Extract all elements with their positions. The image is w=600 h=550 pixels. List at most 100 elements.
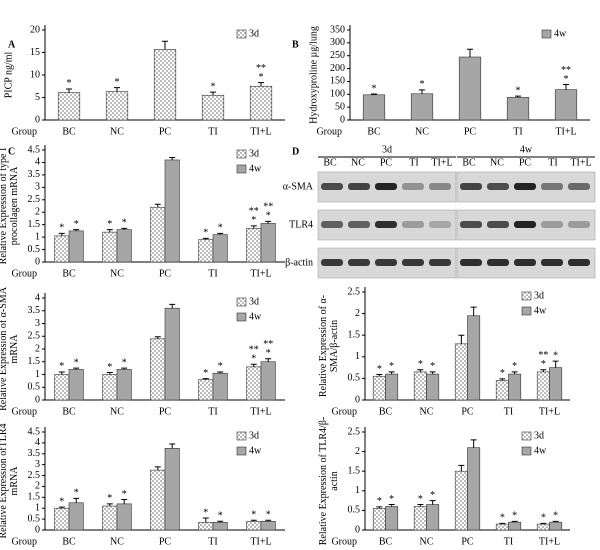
error-bar xyxy=(515,95,521,98)
y-tick-label: 0.5 xyxy=(28,382,41,393)
x-axis-label: Group xyxy=(11,126,37,137)
significance-mark: * xyxy=(500,368,505,379)
significance-mark: * xyxy=(564,74,569,85)
significance-mark: * xyxy=(420,79,425,90)
error-bar xyxy=(202,237,209,240)
blot-band xyxy=(568,259,590,266)
x-tick-label: NC xyxy=(420,406,434,417)
error-bar xyxy=(265,519,272,522)
y-tick-label: 3.5 xyxy=(28,305,41,316)
legend-label: 3d xyxy=(249,28,259,39)
blot-band xyxy=(487,183,509,190)
significance-mark: * xyxy=(266,509,271,520)
x-tick-label: TI+L xyxy=(250,268,271,279)
bar xyxy=(102,505,118,531)
legend-swatch xyxy=(236,312,247,322)
significance-mark: * xyxy=(377,496,382,507)
legend-label: 4w xyxy=(249,163,262,174)
bar xyxy=(212,522,228,531)
legend-label: 4w xyxy=(554,28,567,39)
bar xyxy=(260,223,276,263)
error-bar xyxy=(563,84,569,90)
significance-mark: * xyxy=(541,359,546,370)
blot-band xyxy=(429,221,451,228)
error-bar xyxy=(73,497,80,503)
bar xyxy=(508,521,522,531)
y-tick-label: 100 xyxy=(330,89,345,100)
significance-mark: * xyxy=(266,348,271,359)
blot-band xyxy=(514,183,536,190)
y-tick-label: 2.5 xyxy=(28,470,41,481)
x-tick-label: PC xyxy=(159,126,172,137)
blot-group-label: 4w xyxy=(520,144,533,155)
x-tick-label: TI xyxy=(504,536,513,547)
blot-row-label: α-SMA xyxy=(283,181,314,192)
blot-band xyxy=(348,183,370,190)
x-tick-label: NC xyxy=(110,536,124,547)
y-tick-label: 2.5 xyxy=(28,331,41,342)
bar xyxy=(536,523,550,531)
legend-label: 3d xyxy=(249,430,259,441)
x-tick-label: TI xyxy=(208,126,217,137)
significance-mark: * xyxy=(377,364,382,375)
blot-band xyxy=(460,259,482,266)
bar xyxy=(495,523,509,531)
significance-mark: * xyxy=(372,83,377,94)
x-axis-label: Group xyxy=(331,406,357,417)
y-tick-label: 1.5 xyxy=(348,465,361,476)
blot-lane-label: PC xyxy=(380,157,393,168)
x-tick-label: BC xyxy=(379,536,393,547)
legend-label: 4w xyxy=(534,445,547,456)
x-tick-label: BC xyxy=(367,126,381,137)
significance-mark: * xyxy=(203,368,208,379)
y-axis-label: mRNA xyxy=(9,334,20,364)
legend-label: 3d xyxy=(534,430,544,441)
significance-mark: * xyxy=(218,361,223,372)
x-tick-label: BC xyxy=(62,536,76,547)
error-bar xyxy=(202,517,209,523)
y-tick-label: 2 xyxy=(35,207,40,218)
x-axis-label: Group xyxy=(11,536,37,547)
significance-mark: * xyxy=(59,496,64,507)
y-tick-label: 1 xyxy=(35,231,40,242)
bar xyxy=(153,49,177,121)
x-tick-label: TI xyxy=(208,406,217,417)
x-axis-label: Group xyxy=(316,126,342,137)
bar xyxy=(150,469,166,531)
bar xyxy=(116,229,132,263)
bar xyxy=(454,470,468,531)
blot-band xyxy=(321,183,343,190)
error-bar xyxy=(162,40,168,50)
error-bar xyxy=(217,371,224,374)
error-bar xyxy=(121,227,128,230)
bar xyxy=(454,343,468,401)
error-bar xyxy=(217,232,224,235)
bar xyxy=(536,371,550,401)
bar xyxy=(467,315,481,401)
y-tick-label: 2 xyxy=(35,343,40,354)
bar xyxy=(426,504,440,531)
error-bar xyxy=(467,48,473,57)
legend-swatch xyxy=(521,431,532,441)
blot-lane-label: TI+L xyxy=(431,157,452,168)
y-tick-label: 2 xyxy=(355,446,360,457)
y-tick-label: 250 xyxy=(330,50,345,61)
legend-swatch xyxy=(521,306,532,316)
error-bar xyxy=(376,374,383,377)
y-axis-label: Relative Expression of α-SMA xyxy=(0,286,9,411)
blot-group-label: 3d xyxy=(382,144,392,155)
y-tick-label: 0.5 xyxy=(348,373,361,384)
bar xyxy=(212,234,228,263)
error-bar xyxy=(73,367,80,370)
y-axis-label: Relative Expression ofTLR4 xyxy=(0,424,9,539)
legend-swatch xyxy=(236,446,247,456)
x-tick-label: TI+L xyxy=(539,536,560,547)
error-bar xyxy=(106,503,113,507)
legend-swatch xyxy=(541,29,552,39)
x-tick-label: BC xyxy=(379,406,393,417)
bar xyxy=(260,520,276,531)
blot-band xyxy=(514,221,536,228)
significance-mark: * xyxy=(553,511,558,522)
blot-row-label: β-actin xyxy=(285,257,313,268)
